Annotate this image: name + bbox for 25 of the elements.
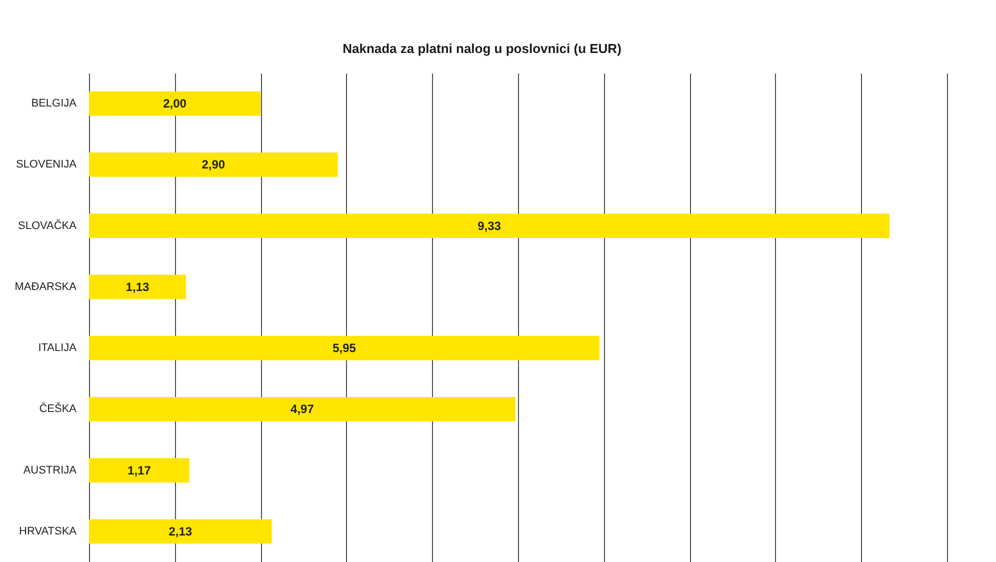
y-tick-label: BELGIJA — [31, 98, 78, 110]
data-label: 1,13 — [126, 280, 150, 294]
data-label: 2,13 — [168, 524, 192, 538]
y-tick-label: HRVATSKA — [19, 525, 78, 538]
bar — [89, 91, 261, 116]
y-tick-label: ČEŠKA — [39, 402, 78, 416]
y-tick-label: MAĐARSKA — [14, 280, 78, 293]
data-label: 4,97 — [290, 402, 314, 416]
data-label: 1,17 — [128, 463, 152, 478]
bar — [89, 336, 600, 360]
y-tick-label: SLOVENIJA — [16, 158, 78, 171]
y-tick-label: SLOVAČKA — [18, 218, 78, 232]
y-tick-label: AUSTRIJA — [23, 464, 78, 476]
bar — [89, 274, 186, 300]
bar — [89, 396, 516, 422]
data-label: 2,90 — [202, 158, 226, 172]
bar — [89, 152, 338, 177]
data-label: 5,95 — [332, 341, 356, 356]
chart-title: Naknada za platni nalog u poslovnici (u EUR) — [342, 41, 622, 56]
bar — [89, 214, 890, 238]
bar — [89, 458, 190, 483]
y-tick-label: ITALIJA — [38, 342, 78, 354]
data-label: 9,33 — [478, 218, 502, 233]
data-label: 2,00 — [163, 96, 187, 111]
bar — [89, 519, 272, 544]
